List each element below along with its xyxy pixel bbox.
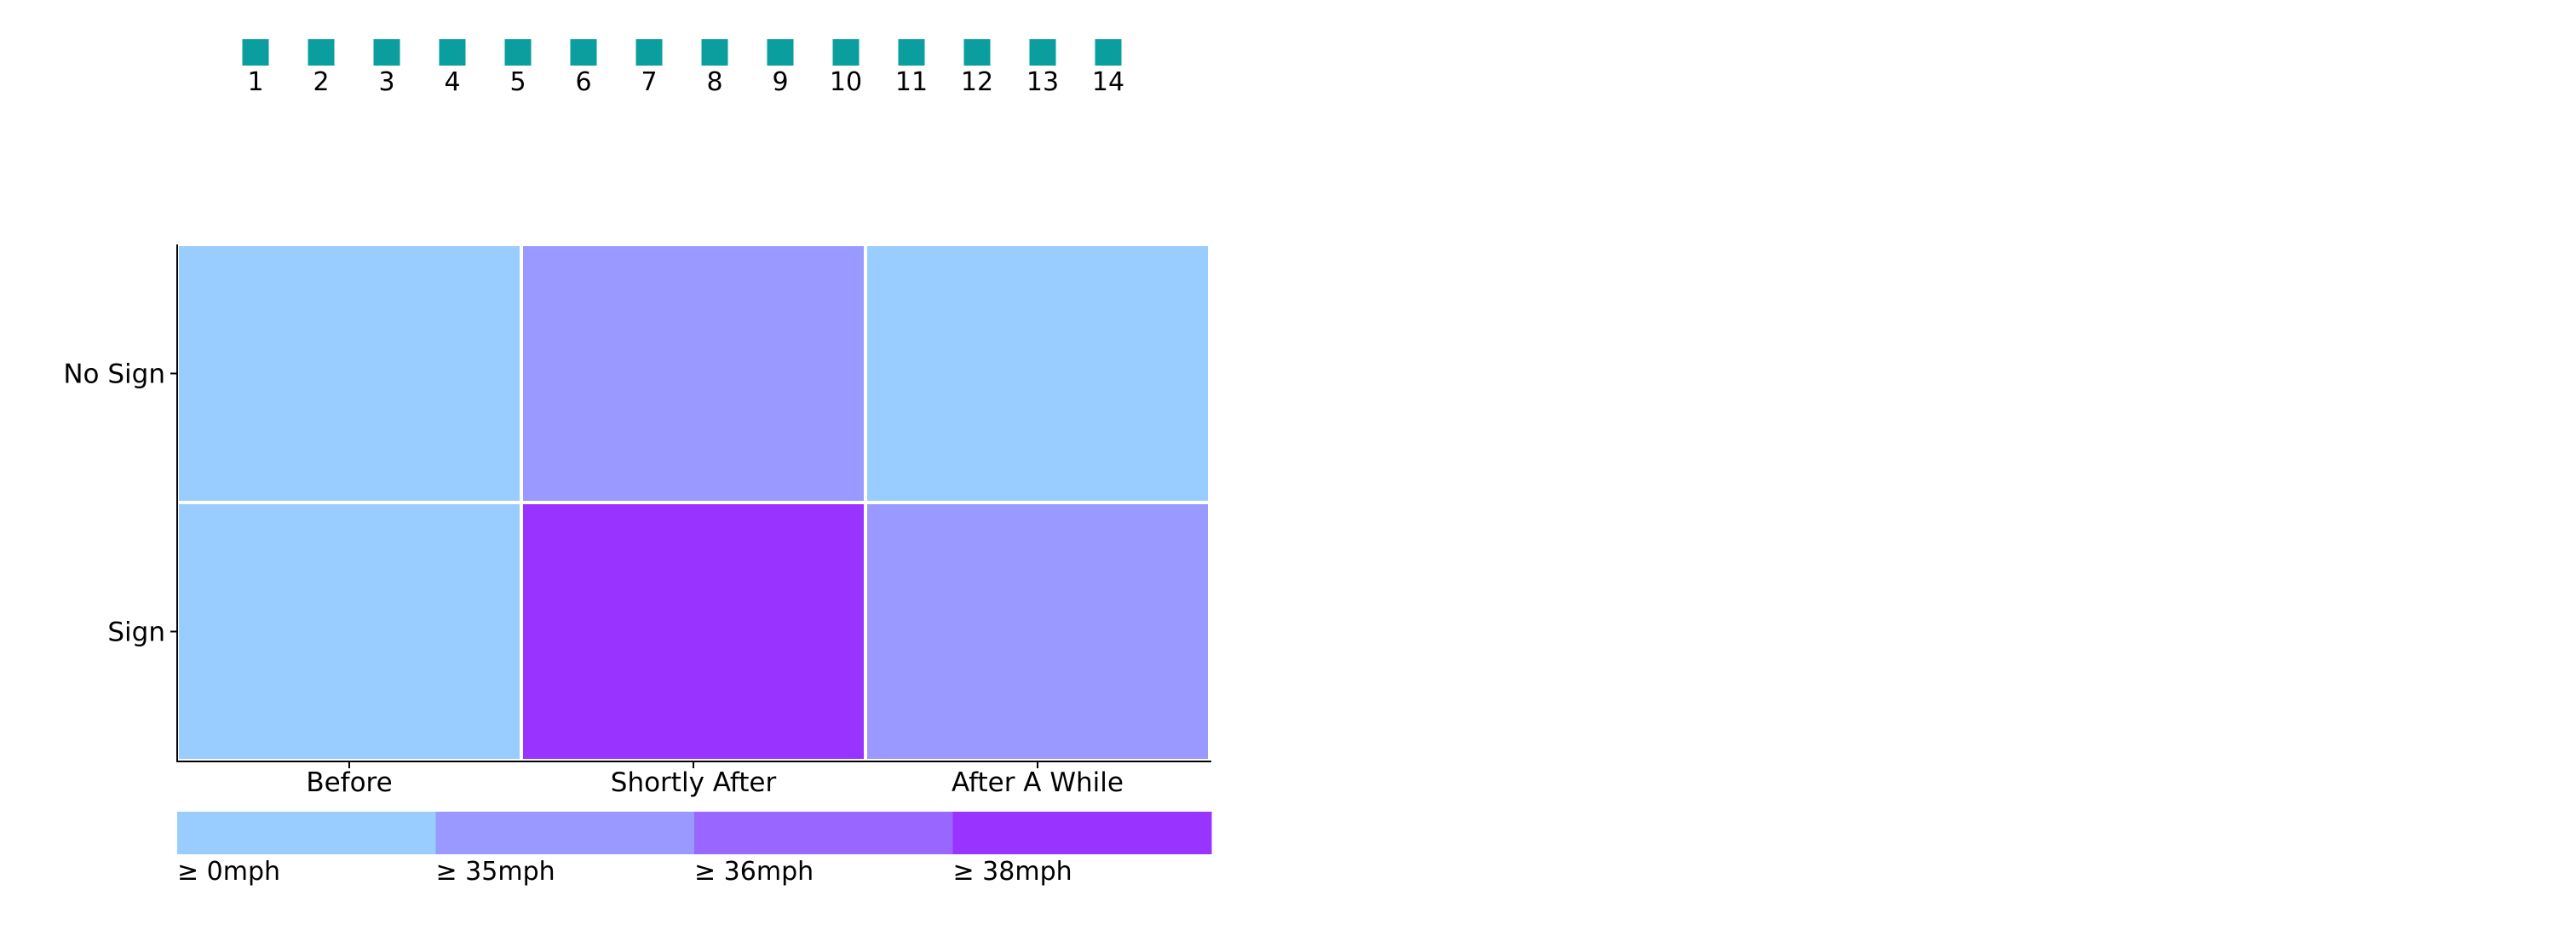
page-square-6[interactable] — [570, 39, 597, 66]
page-label-8: 8 — [706, 67, 722, 97]
legend-label: ≥ 38mph — [953, 857, 1072, 887]
page-label-4: 4 — [444, 67, 460, 97]
page-item-2[interactable]: 2 — [308, 39, 335, 97]
page-item-9[interactable]: 9 — [767, 39, 794, 97]
page-square-11[interactable] — [898, 39, 925, 66]
heatmap-cell — [864, 243, 1211, 504]
page-square-7[interactable] — [635, 39, 663, 66]
page-item-4[interactable]: 4 — [439, 39, 466, 97]
page-label-11: 11 — [895, 67, 928, 97]
heatmap-cell — [520, 501, 867, 762]
page-square-3[interactable] — [373, 39, 400, 66]
color-legend: ≥ 0mph ≥ 35mph ≥ 36mph ≥ 38mph — [177, 812, 1212, 887]
x-tick-label: Before — [306, 767, 392, 798]
page-label-10: 10 — [830, 67, 862, 97]
heatmap-cell — [520, 243, 867, 504]
page-square-2[interactable] — [308, 39, 335, 66]
legend-label: ≥ 36mph — [694, 857, 814, 887]
page-square-5[interactable] — [504, 39, 532, 66]
heatmap-cells — [175, 243, 1211, 762]
page-label-2: 2 — [313, 67, 329, 97]
page-label-9: 9 — [772, 67, 788, 97]
x-tick-label: After A While — [952, 767, 1124, 798]
legend-swatch — [177, 812, 436, 854]
page-item-6[interactable]: 6 — [570, 39, 597, 97]
page-item-14[interactable]: 14 — [1092, 39, 1124, 97]
page-item-3[interactable]: 3 — [373, 39, 400, 97]
page-item-5[interactable]: 5 — [504, 39, 532, 97]
page-label-7: 7 — [641, 67, 657, 97]
page-square-13[interactable] — [1029, 39, 1056, 66]
page-label-6: 6 — [575, 67, 591, 97]
page-square-12[interactable] — [963, 39, 991, 66]
page-square-9[interactable] — [767, 39, 794, 66]
y-axis-ticks: No Sign Sign — [63, 359, 177, 648]
page-label-3: 3 — [378, 67, 394, 97]
page-square-4[interactable] — [439, 39, 466, 66]
x-axis-ticks: Before Shortly After After A While — [306, 761, 1124, 798]
page-item-10[interactable]: 10 — [830, 39, 862, 97]
page-selector[interactable]: 1 2 3 4 5 6 7 8 9 10 11 12 13 14 — [242, 39, 1125, 97]
legend-swatch — [694, 812, 953, 854]
page-label-1: 1 — [247, 67, 263, 97]
page-label-12: 12 — [961, 67, 993, 97]
page-square-8[interactable] — [701, 39, 728, 66]
page-square-14[interactable] — [1095, 39, 1122, 66]
page-item-11[interactable]: 11 — [895, 39, 928, 97]
x-tick-label: Shortly After — [611, 767, 777, 798]
page-item-1[interactable]: 1 — [242, 39, 269, 97]
legend-label: ≥ 0mph — [177, 857, 280, 887]
heatmap-cell — [175, 501, 523, 762]
page-label-14: 14 — [1092, 67, 1124, 97]
page-square-1[interactable] — [242, 39, 269, 66]
heatmap-cell — [864, 501, 1211, 762]
legend-swatch — [952, 812, 1212, 854]
page-square-10[interactable] — [832, 39, 860, 66]
y-tick-label: Sign — [107, 617, 165, 648]
page-label-13: 13 — [1026, 67, 1059, 97]
legend-swatch — [435, 812, 695, 854]
page-item-12[interactable]: 12 — [961, 39, 993, 97]
page-item-7[interactable]: 7 — [635, 39, 663, 97]
page-label-5: 5 — [509, 67, 526, 97]
page-item-8[interactable]: 8 — [701, 39, 728, 97]
legend-label: ≥ 35mph — [436, 857, 555, 887]
heatmap-cell — [175, 243, 523, 504]
page-item-13[interactable]: 13 — [1026, 39, 1059, 97]
y-tick-label: No Sign — [63, 359, 165, 390]
